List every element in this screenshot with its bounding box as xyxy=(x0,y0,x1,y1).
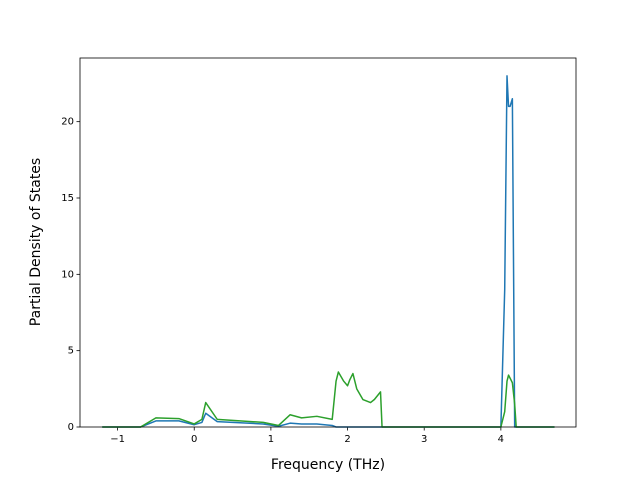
x-tick-label: 2 xyxy=(344,434,350,445)
x-tick-label: 1 xyxy=(268,434,274,445)
y-tick-label: 0 xyxy=(68,422,74,433)
y-axis-label: Partial Density of States xyxy=(28,158,44,326)
series-line xyxy=(102,75,555,428)
x-tick-label: 0 xyxy=(191,434,197,445)
series-line xyxy=(102,371,555,428)
y-tick-label: 10 xyxy=(61,269,74,280)
x-axis-label: Frequency (THz) xyxy=(271,457,385,473)
y-tick-label: 20 xyxy=(61,117,74,128)
x-tick-label: −1 xyxy=(110,434,125,445)
x-tick-label: 4 xyxy=(498,434,504,445)
y-tick-label: 15 xyxy=(61,193,74,204)
plot-frame xyxy=(79,57,577,428)
x-tick-label: 3 xyxy=(421,434,427,445)
y-tick-label: 5 xyxy=(68,346,74,357)
